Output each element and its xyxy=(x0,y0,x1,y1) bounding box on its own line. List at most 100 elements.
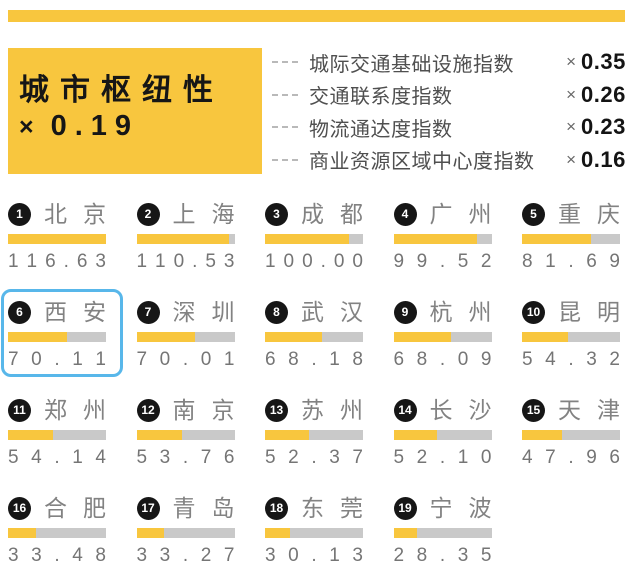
multiplier-value: 0.19 xyxy=(50,110,140,142)
score-bar-fill xyxy=(136,234,230,244)
city-header: 6 西安 xyxy=(8,300,106,324)
score-bar-track xyxy=(393,234,492,244)
multiply-sign: × xyxy=(566,149,576,169)
score-bar-track xyxy=(8,332,106,342)
score-bar-track xyxy=(136,528,235,538)
city-header: 12 南京 xyxy=(136,396,235,423)
city-name: 上海 xyxy=(172,200,235,227)
rank-badge: 17 xyxy=(136,496,160,520)
score-bar-fill xyxy=(8,528,37,538)
city-name: 深圳 xyxy=(172,298,235,325)
city-name: 南京 xyxy=(172,396,235,423)
score-bar-track xyxy=(522,430,620,440)
title-multiplier: × 0.19 xyxy=(19,110,262,143)
dashed-line-icon xyxy=(272,61,298,64)
city-header: 9 杭州 xyxy=(393,298,492,325)
city-header: 7 深圳 xyxy=(136,298,235,325)
score-bar-track xyxy=(8,234,106,244)
city-name: 成都 xyxy=(301,200,363,227)
rank-badge: 6 xyxy=(8,300,31,324)
city-name: 宁波 xyxy=(429,494,492,521)
multiply-sign: × xyxy=(19,113,42,141)
rank-badge: 14 xyxy=(393,398,417,422)
score-bar-track xyxy=(393,528,492,538)
multiply-sign: × xyxy=(566,84,576,104)
multiply-sign: × xyxy=(566,52,576,72)
city-header: 10 昆明 xyxy=(522,300,620,324)
dashed-line-icon xyxy=(272,93,298,96)
score-bar-fill xyxy=(265,430,309,440)
score-bar-fill xyxy=(393,430,438,440)
legend-item: 商业资源区域中心度指数 × 0.16 xyxy=(272,144,625,177)
legend: 城际交通基础设施指数 × 0.35 交通联系度指数 × 0.26 物流通达度指数… xyxy=(272,46,625,176)
score-bar-fill xyxy=(8,430,54,440)
city-name: 长沙 xyxy=(429,396,492,423)
rank-badge: 3 xyxy=(265,202,288,226)
city-header: 13 苏州 xyxy=(265,398,363,422)
legend-weight-value: 0.16 xyxy=(581,146,626,172)
score-bar-track xyxy=(393,332,492,342)
city-header: 4 广州 xyxy=(393,200,492,227)
city-name: 天津 xyxy=(558,396,620,423)
score-bar-track xyxy=(265,430,363,440)
score-bar-track xyxy=(265,332,363,342)
city-name: 广州 xyxy=(429,200,492,227)
city-header: 16 合肥 xyxy=(8,496,106,520)
score-bar-fill xyxy=(136,430,182,440)
rank-badge: 4 xyxy=(393,202,417,226)
rank-badge: 9 xyxy=(393,300,417,324)
score-bar-fill xyxy=(8,234,106,244)
score-bar-fill xyxy=(265,234,349,244)
legend-item: 城际交通基础设施指数 × 0.35 xyxy=(272,46,625,79)
city-name: 重庆 xyxy=(558,200,620,227)
rank-badge: 10 xyxy=(522,300,545,324)
rank-badge: 5 xyxy=(522,202,545,226)
score-bar-track xyxy=(8,430,106,440)
city-name: 昆明 xyxy=(558,298,620,325)
score-bar-fill xyxy=(8,332,67,342)
city-name: 杭州 xyxy=(429,298,492,325)
score-bar-track xyxy=(265,528,363,538)
city-header: 15 天津 xyxy=(522,398,620,422)
score-bar-track xyxy=(393,430,492,440)
score-bar-fill xyxy=(265,528,291,538)
rank-badge: 16 xyxy=(8,496,31,520)
score-bar-fill xyxy=(393,332,451,342)
city-header: 3 成都 xyxy=(265,202,363,226)
city-name: 苏州 xyxy=(301,396,363,423)
dashed-line-icon xyxy=(272,158,298,161)
rank-badge: 8 xyxy=(265,300,288,324)
score-bar-fill xyxy=(522,332,568,342)
score-bar-track xyxy=(522,332,620,342)
score-bar-track xyxy=(136,332,235,342)
rank-badge: 13 xyxy=(265,398,288,422)
score-bar-track xyxy=(8,528,106,538)
score-bar-track xyxy=(522,234,620,244)
city-name: 东莞 xyxy=(301,494,363,521)
score-bar-track xyxy=(265,234,363,244)
legend-item: 交通联系度指数 × 0.26 xyxy=(272,79,625,112)
